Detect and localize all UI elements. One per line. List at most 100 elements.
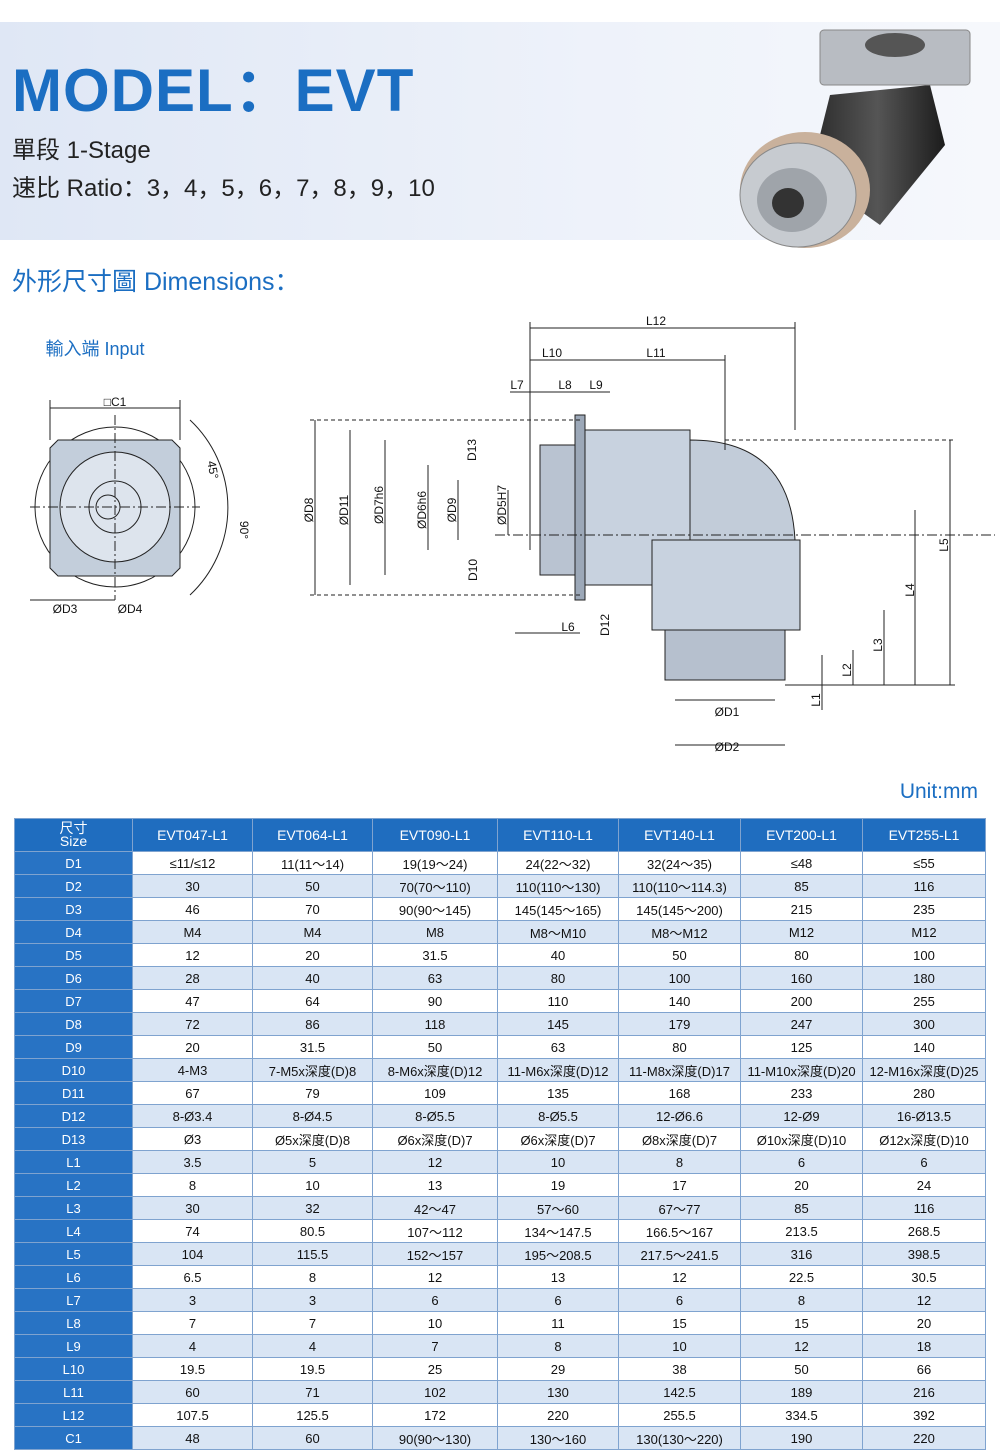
table-cell: 134～147.5 <box>497 1219 619 1243</box>
row-label: L7 <box>14 1288 133 1312</box>
table-cell: 195～208.5 <box>497 1242 619 1266</box>
table-cell: 4-M3 <box>132 1058 253 1082</box>
row-label: L5 <box>14 1242 133 1266</box>
dim-label: D13 <box>465 439 479 461</box>
title: MODEL：EVT <box>12 57 415 124</box>
row-label: D11 <box>14 1081 133 1105</box>
table-cell: 213.5 <box>740 1219 863 1243</box>
row-label: D13 <box>14 1127 133 1151</box>
table-cell: 10 <box>252 1173 373 1197</box>
table-cell: 46 <box>132 897 253 921</box>
table-cell: M8～M12 <box>618 920 741 944</box>
table-cell: 66 <box>862 1357 986 1381</box>
table-cell: 140 <box>618 989 741 1013</box>
dim-label: L8 <box>558 378 572 392</box>
dim-label: L12 <box>646 314 666 328</box>
table-cell: Ø5x深度(D)8 <box>252 1127 373 1151</box>
table-cell: 70(70～110) <box>372 874 498 898</box>
ratio: 速比 Ratio：3，4，5，6，7，8，9，10 <box>12 175 435 202</box>
table-cell: 12 <box>618 1265 741 1289</box>
corner-text: Size <box>59 833 88 849</box>
corner-cell: 尺寸 Size <box>14 818 133 852</box>
table-cell: 118 <box>372 1012 498 1036</box>
table-cell: 5 <box>252 1150 373 1174</box>
table-cell: 12 <box>862 1288 986 1312</box>
row-label: D9 <box>14 1035 133 1059</box>
unit: Unit:mm <box>899 780 978 803</box>
row-label: D10 <box>14 1058 133 1082</box>
column-header: EVT110-L1 <box>497 818 619 852</box>
table-cell: 17 <box>618 1173 741 1197</box>
table-cell: 24 <box>862 1173 986 1197</box>
table-cell: 72 <box>132 1012 253 1036</box>
table-row: L1 3.5 5 12 10 8 6 6 <box>14 1150 986 1174</box>
table-cell: 85 <box>740 1196 863 1220</box>
table-cell: 8-M6x深度(D)12 <box>372 1058 498 1082</box>
stage: 單段 1-Stage <box>12 137 151 164</box>
table-cell: 11-M10x深度(D)20 <box>740 1058 863 1082</box>
dim-label: D10 <box>466 559 480 581</box>
dim-label: L2 <box>840 663 854 677</box>
dim-label: L6 <box>561 620 575 634</box>
table-cell: 79 <box>252 1081 373 1105</box>
table-cell: 15 <box>618 1311 741 1335</box>
row-label: C1 <box>14 1426 133 1450</box>
table-cell: 12-Ø9 <box>740 1104 863 1128</box>
dim-label: ØD9 <box>445 497 459 522</box>
table-cell: 90 <box>372 989 498 1013</box>
table-cell: 130 <box>497 1380 619 1404</box>
dim-label: ØD5H7 <box>495 485 509 525</box>
row-label: L4 <box>14 1219 133 1243</box>
table-cell: 145(145～200) <box>618 897 741 921</box>
dim-label: ØD4 <box>118 602 143 616</box>
row-label: D1 <box>14 851 133 875</box>
table-cell: 8-Ø5.5 <box>372 1104 498 1128</box>
table-cell: 125 <box>740 1035 863 1059</box>
table-cell: 4 <box>252 1334 373 1358</box>
column-header: EVT200-L1 <box>740 818 863 852</box>
table-cell: M12 <box>740 920 863 944</box>
table-cell: 220 <box>497 1403 619 1427</box>
column-header: EVT090-L1 <box>372 818 498 852</box>
table-cell: 11-M6x深度(D)12 <box>497 1058 619 1082</box>
table-cell: 10 <box>372 1311 498 1335</box>
table-cell: 67～77 <box>618 1196 741 1220</box>
table-cell: 90(90～130) <box>372 1426 498 1450</box>
table-cell: 125.5 <box>252 1403 373 1427</box>
table-row: L10 19.5 19.5 25 29 38 50 66 <box>14 1357 986 1381</box>
table-cell: 140 <box>862 1035 986 1059</box>
product-image <box>739 29 971 248</box>
table-cell: 135 <box>497 1081 619 1105</box>
table-cell: 100 <box>618 966 741 990</box>
dim-label: ØD2 <box>715 740 740 754</box>
table-cell: 19.5 <box>252 1357 373 1381</box>
table-cell: 40 <box>252 966 373 990</box>
dim-label: ØD6h6 <box>415 491 429 529</box>
table-cell: 47 <box>132 989 253 1013</box>
table-cell: 189 <box>740 1380 863 1404</box>
table-cell: 12 <box>372 1265 498 1289</box>
table-cell: 42～47 <box>372 1196 498 1220</box>
table-cell: 30 <box>132 874 253 898</box>
table-cell: 130(130～220) <box>618 1426 741 1450</box>
table-cell: 63 <box>372 966 498 990</box>
table-cell: 20 <box>740 1173 863 1197</box>
table-row: L8 7 7 10 11 15 15 20 <box>14 1311 986 1335</box>
row-label: L8 <box>14 1311 133 1335</box>
table-row: L4 74 80.5 107～112 134～147.5 166.5～167 213.5 26… <box>14 1219 986 1243</box>
table-cell: 16-Ø13.5 <box>862 1104 986 1128</box>
table-cell: M4 <box>252 920 373 944</box>
dim-label: 45° <box>204 460 221 481</box>
dim-label: L11 <box>646 346 665 360</box>
input-label: 輸入端 Input <box>45 339 144 359</box>
table-cell: 28 <box>132 966 253 990</box>
dim-label: L1 <box>809 693 823 707</box>
table-row: D2 30 50 70(70～110) 110(110～130) 110(110～114.… <box>14 874 986 898</box>
table-cell: Ø3 <box>132 1127 253 1151</box>
table-cell: 38 <box>618 1357 741 1381</box>
dim-label: L4 <box>903 583 917 597</box>
table-cell: 166.5～167 <box>618 1219 741 1243</box>
table-cell: 116 <box>862 874 986 898</box>
table-row: L5 104 115.5 152～157 195～208.5 217.5～241.5 316… <box>14 1242 986 1266</box>
row-label: D7 <box>14 989 133 1013</box>
